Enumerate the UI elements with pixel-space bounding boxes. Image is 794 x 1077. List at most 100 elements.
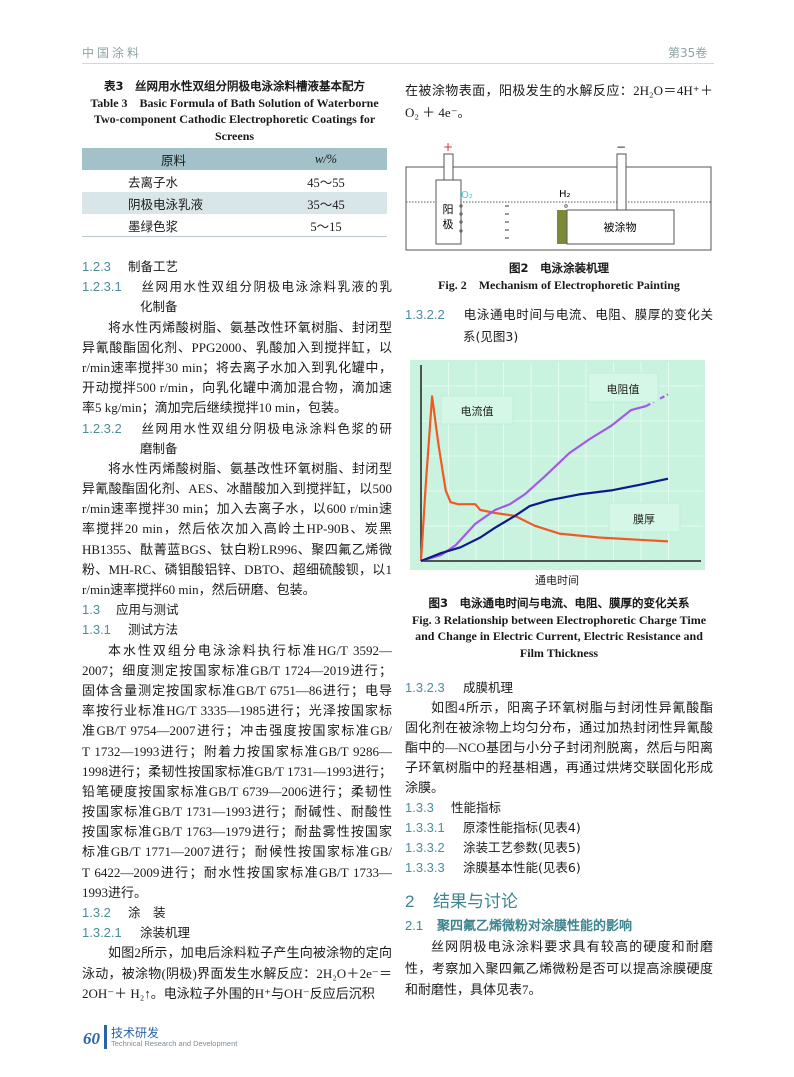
section-number: 1.2.3.1 (82, 279, 122, 295)
table-row: 墨绿色浆 5～15 (82, 214, 387, 237)
volume-label: 第35卷 (668, 46, 708, 60)
footer-section-cn: 技术研发 (111, 1026, 160, 1040)
negative-particles (505, 205, 509, 239)
section-title: 结果与讨论 (433, 892, 518, 912)
heading-line: 1.2.3.2 丝网用水性双组分阴极电泳涂料色浆的研 (82, 419, 392, 439)
section-number: 1.3.2.1 (82, 925, 122, 941)
paragraph-line: O₂ ＋ 4e⁻。 (405, 105, 471, 120)
series-line-1 (420, 405, 647, 563)
paragraph-line: 将水性丙烯酸树脂、氨基改性环氧树脂、封闭型 (108, 319, 392, 335)
o2-label: O₂ (461, 190, 473, 201)
column-header: w/% (265, 148, 387, 170)
section-number: 1.3.2 (82, 905, 111, 920)
figure-2-caption-cn: 图2 电泳涂装机理 (508, 261, 609, 275)
heading-text: 制备工艺 (128, 259, 179, 274)
paragraph-line: 和耐磨性，具体见表7。 (405, 982, 542, 997)
section-2: 2 结果与讨论 2.1 聚四氟乙烯微粉对涂膜性能的影响 丝网阴极电泳涂料要求具有较高… (405, 889, 713, 1001)
series-line-0 (419, 395, 669, 562)
heading-line: 磨制备 (82, 439, 392, 459)
paragraph-line: 将水性丙烯酸树脂、氨基改性环氧树脂、封闭型 (108, 460, 392, 476)
heading-text: 涂膜基本性能(见表6) (463, 860, 581, 875)
paragraph-line: 涂膜。 (405, 780, 445, 795)
paragraph-line: 2007；细度测定按国家标准GB/T 1724—2019进行； (82, 662, 392, 678)
footer-bar (104, 1025, 107, 1049)
paragraph-line: r/min速率搅拌30 min；加入去离子水，以600 r/min速 (82, 501, 392, 517)
heading-line: 1.3.2.3 成膜机理 (405, 678, 713, 698)
paragraph-line: 铅笔硬度按国家标准GB/T 6739—2006进行；柔韧性 (82, 783, 392, 799)
heading-text: 涂装机理 (140, 925, 191, 941)
footer-section-en: Technical Research and Development (111, 1039, 238, 1048)
paragraph-line: 率搅拌20 min，然后依次加入高岭土HP-90B、炭黑 (82, 521, 392, 537)
paragraph-line: 如图4所示，阳离子环氧树脂与封闭性异氰酸酯 (431, 700, 713, 715)
oxygen-bubbles (459, 204, 463, 233)
right-column-body: 1.3.2.3 成膜机理 如图4所示，阳离子环氧树脂与封闭性异氰酸酯 固化剂在被涂物上… (405, 678, 713, 878)
coated-object-label: 被涂物 (604, 220, 637, 234)
table3-caption: 表3 丝网用水性双组分阴极电泳涂料槽液基本配方 Table 3 Basic Fo… (82, 78, 387, 144)
table3-caption-en: Screens (214, 128, 255, 143)
paragraph-line: 率按行业标准HG/T 3335—1985进行；光泽按国家标 (82, 703, 392, 719)
cathode-rod (616, 153, 627, 211)
paragraph-line: T 1732—1993进行；附着力按国家标准GB/T 9286— (82, 743, 392, 759)
figure-3-caption-en: and Change in Electric Current, Electric… (415, 629, 703, 643)
heading-text: 成膜机理 (463, 680, 514, 695)
heading-text: 丝网用水性双组分阴极电泳涂料色浆的研 (140, 420, 392, 436)
table3-caption-cn: 表3 丝网用水性双组分阴极电泳涂料槽液基本配方 (104, 79, 365, 93)
paragraph-line: 按国家标准GB/T 1731—1993进行；耐碱性、耐酸性 (82, 804, 392, 820)
paragraph-line: 子环氧树脂中的羟基相遇，再通过烘烤交联固化形成 (405, 760, 713, 775)
heading-line: 1.3.1 测试方法 (82, 620, 392, 640)
paragraph-line: 固体含量测定按国家标准GB/T 6751—86进行；电导 (82, 682, 392, 698)
left-column-body: 1.2.3 制备工艺 1.2.3.1 丝网用水性双组分阴极电泳涂料乳液的乳 化制备 将水性… (82, 257, 392, 1004)
figure-3-caption-en: Film Thickness (519, 645, 599, 660)
paragraph-line: 粉、MH-RC、磷钼酸铝锌、DBTO、超细硫酸钡，以1 000 (82, 561, 392, 577)
heading-text: 电泳通电时间与电流、电阻、膜厚的变化关 (463, 307, 713, 322)
paragraph-line: 1993进行。 (82, 884, 148, 900)
section-number: 1.3 (82, 602, 101, 618)
table3-caption-en: Two-component Cathodic Electrophoretic C… (93, 112, 376, 126)
paragraph-line: 准GB/T 9754—2007进行；冲击强度按国家标准GB/ (82, 723, 392, 739)
heading-1-3-2-2: 1.3.2.2 电泳通电时间与电流、电阻、膜厚的变化关系(见图3) (405, 304, 713, 348)
journal-name: 中国涂料 (82, 46, 143, 60)
page-number: 60 (83, 1029, 100, 1048)
minus-sign: − (616, 140, 626, 154)
section-number: 1.3.2.3 (405, 680, 445, 695)
heading-line: 系(见图3) (405, 326, 713, 348)
series-label: 膜厚 (633, 513, 655, 526)
paragraph-line: 2OH⁻＋ H₂↑。电泳粒子外围的H⁺与OH⁻反应后沉积 (82, 985, 375, 1001)
section-number: 1.3.3 (405, 800, 434, 815)
figure-3-caption: 图3 电泳通电时间与电流、电阻、膜厚的变化关系 Fig. 3 Relations… (405, 595, 713, 661)
series-line-2 (420, 477, 669, 563)
section-number: 1.2.3 (82, 259, 111, 274)
paragraph-line: 性，考察加入聚四氟乙烯微粉是否可以提高涂膜硬度 (405, 960, 713, 976)
paragraph-line: HB1355、酞菁蓝BGS、钛白粉LR996、聚四氟乙烯微 (82, 541, 392, 557)
paragraph-line: 泳动，被涂物(阴极)界面发生水解反应：2H₂O＋2e⁻＝ (82, 965, 392, 981)
heading-text: 化制备 (140, 299, 178, 315)
hydrogen-bubble (564, 204, 568, 208)
anode-plate (435, 179, 462, 245)
series-label-box (440, 395, 514, 425)
heading-line: 1.3.2.2 电泳通电时间与电流、电阻、膜厚的变化关 (405, 304, 713, 326)
coated-object (566, 209, 675, 245)
h2-label: H₂ (559, 189, 571, 200)
heading-text: 系(见图3) (463, 329, 519, 344)
heading-text: 性能指标 (451, 800, 502, 815)
heading-text: 磨制备 (140, 440, 178, 456)
x-axis-label: 通电时间 (535, 574, 579, 587)
figure-2-caption: 图2 电泳涂装机理 Fig. 2 Mechanism of Electropho… (405, 260, 713, 293)
series-label-box (608, 502, 681, 533)
anode-rod (443, 153, 454, 181)
paragraph-line: 标准GB/T 1771—2007进行；耐候性按国家标准GB/ (82, 844, 392, 860)
heading-line: 1.3.2 涂 装 (82, 903, 392, 923)
heading-text: 涂装工艺参数(见表5) (463, 840, 581, 855)
table-header-row: 原料 w/% (82, 148, 387, 170)
heading-line: 1.3 应用与测试 (82, 600, 392, 620)
paragraph-line: 在被涂物表面，阳极发生的水解反应：2H₂O＝4H⁺＋ (405, 83, 713, 98)
series-label-box (587, 372, 659, 403)
heading-line: 1.3.3.3 涂膜基本性能(见表6) (405, 858, 713, 878)
section-number: 2 (405, 892, 415, 911)
paragraph-line: r/min速率搅拌30 min；将去离子水加入到乳化罐中， (82, 359, 392, 375)
table-cell: 35～45 (265, 192, 387, 214)
heading-line: 1.3.3.2 涂装工艺参数(见表5) (405, 838, 713, 858)
heading-line: 1.3.2.1 涂装机理 (82, 923, 392, 943)
paragraph-line: 本水性双组分电泳涂料执行标准HG/T 3592— (108, 642, 392, 658)
